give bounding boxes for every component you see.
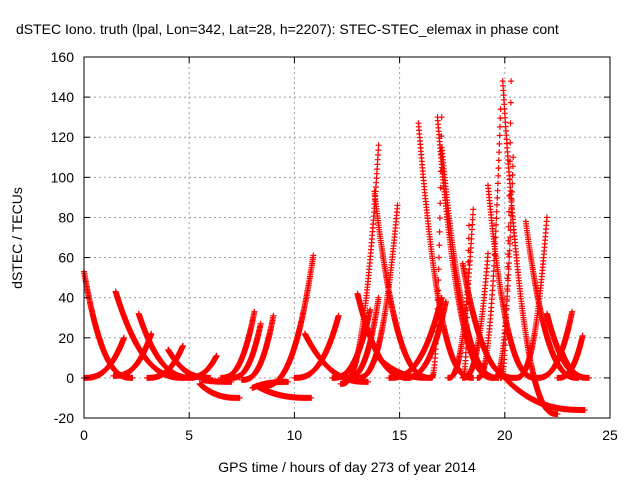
y-tick-label: 160 <box>51 49 75 65</box>
y-tick-label: 60 <box>58 250 74 266</box>
y-tick-label: 140 <box>51 89 75 105</box>
x-tick-label: 0 <box>80 427 88 443</box>
x-tick-label: 25 <box>602 427 618 443</box>
y-tick-label: -20 <box>54 410 74 426</box>
x-tick-label: 10 <box>287 427 303 443</box>
x-tick-label: 5 <box>185 427 193 443</box>
plot-frame <box>83 56 611 419</box>
x-axis-title: GPS time / hours of day 273 of year 2014 <box>218 459 476 475</box>
y-tick-label: 100 <box>51 169 75 185</box>
x-tick-label: 20 <box>497 427 513 443</box>
y-tick-label: 80 <box>58 209 74 225</box>
y-tick-label: 20 <box>58 330 74 346</box>
chart-title: dSTEC Iono. truth (lpal, Lon=342, Lat=28… <box>16 21 559 37</box>
y-tick-label: 120 <box>51 129 75 145</box>
y-tick-label: 0 <box>66 370 74 386</box>
axes: 0 5 10 15 20 25 -20 0 20 40 60 80 100 120 140 160 <box>51 49 618 443</box>
y-tick-label: 40 <box>58 290 74 306</box>
y-axis-title: dSTEC / TECUs <box>9 187 25 289</box>
x-tick-label: 15 <box>392 427 408 443</box>
